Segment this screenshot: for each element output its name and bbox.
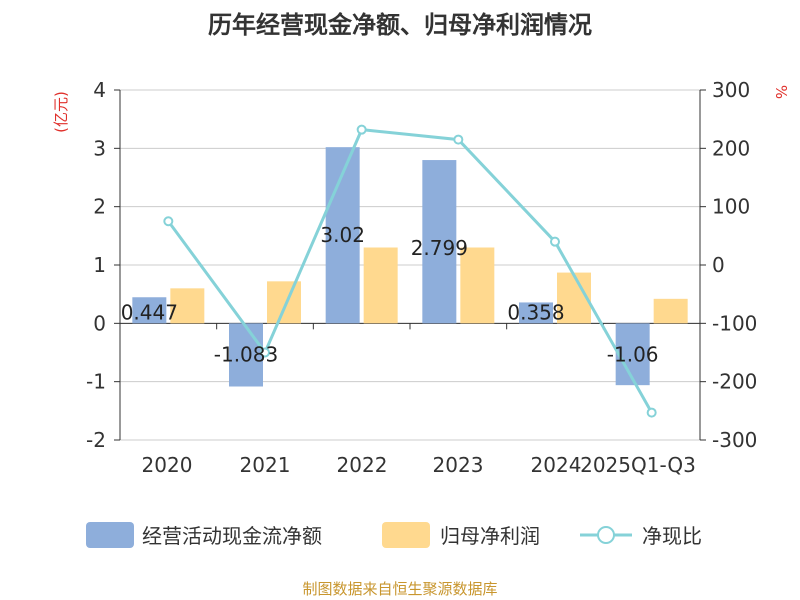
- ratio-point: [453, 134, 464, 145]
- ratio-line: [163, 124, 657, 418]
- ratio-point: [550, 236, 560, 247]
- data-labels: 0.447 -1.083 3.02 2.799 0.358 -1.06: [121, 223, 659, 366]
- x-category-label: 2020: [142, 453, 193, 477]
- net-profit-bar: [460, 247, 495, 324]
- legend-swatch-cashflow: [86, 522, 134, 548]
- left-tick-label: 4: [93, 78, 106, 102]
- left-tick-label: 0: [93, 311, 106, 335]
- cashflow-data-label: 2.799: [411, 236, 468, 260]
- x-category-label: 2023: [433, 453, 484, 477]
- right-tick-label: -100: [712, 311, 757, 335]
- legend-label-cashflow: 经营活动现金流净额: [142, 524, 322, 548]
- right-tick-label: 0: [712, 253, 725, 277]
- x-category-label: 2022: [337, 453, 388, 477]
- legend-marker-ratio: [597, 526, 615, 544]
- cashflow-data-label: 0.447: [121, 300, 178, 324]
- right-axis-unit: %: [772, 85, 790, 99]
- left-tick-label: 1: [93, 253, 106, 277]
- legend-label-ratio: 净现比: [642, 524, 702, 548]
- left-tick-label: -1: [86, 370, 106, 394]
- right-tick-label: -200: [712, 370, 757, 394]
- net-profit-bar: [653, 298, 688, 324]
- right-tick-label: 100: [712, 195, 750, 219]
- net-profit-bar: [363, 247, 398, 324]
- left-tick-label: 3: [93, 136, 106, 160]
- right-tick-label: 200: [712, 136, 750, 160]
- ratio-point: [163, 216, 174, 227]
- x-category-label: 2021: [240, 453, 291, 477]
- cashflow-data-label: -1.083: [214, 342, 278, 366]
- x-category-label: 2024: [531, 453, 582, 477]
- right-tick-label: 300: [712, 78, 750, 102]
- cashflow-bar: [229, 323, 263, 387]
- legend-swatch-net-profit: [382, 522, 430, 548]
- grid: [120, 89, 700, 441]
- cashflow-data-label: 3.02: [320, 223, 365, 247]
- left-tick-label: -2: [86, 428, 106, 452]
- cashflow-bar: [132, 297, 167, 324]
- cashflow-bar: [615, 323, 650, 386]
- ratio-point: [356, 124, 367, 135]
- chart-title: 历年经营现金净额、归母净利润情况: [208, 11, 592, 39]
- ratio-line-path: [167, 128, 653, 414]
- ratio-point: [260, 347, 270, 358]
- source-note: 制图数据来自恒生聚源数据库: [302, 580, 497, 598]
- legend: 经营活动现金流净额 归母净利润 净现比: [86, 522, 702, 548]
- net-profit-bar: [170, 288, 205, 324]
- cashflow-data-label: 0.358: [507, 300, 564, 324]
- legend-label-net-profit: 归母净利润: [440, 524, 540, 548]
- left-tick-label: 2: [93, 195, 106, 219]
- cashflow-bar: [519, 302, 553, 324]
- left-axis-unit: (亿元): [52, 91, 70, 133]
- right-tick-label: -300: [712, 428, 757, 452]
- bars: [132, 147, 688, 387]
- net-profit-bar: [267, 281, 301, 324]
- cashflow-bar: [422, 160, 457, 324]
- x-category-label: 2025Q1-Q3: [580, 453, 696, 477]
- ratio-point: [646, 407, 657, 418]
- axes: -2 -1 0 1 2 3 4 -300 -200 -100 0 100 200 300 2020 2021 2…: [52, 78, 790, 477]
- cashflow-data-label: -1.06: [607, 342, 659, 366]
